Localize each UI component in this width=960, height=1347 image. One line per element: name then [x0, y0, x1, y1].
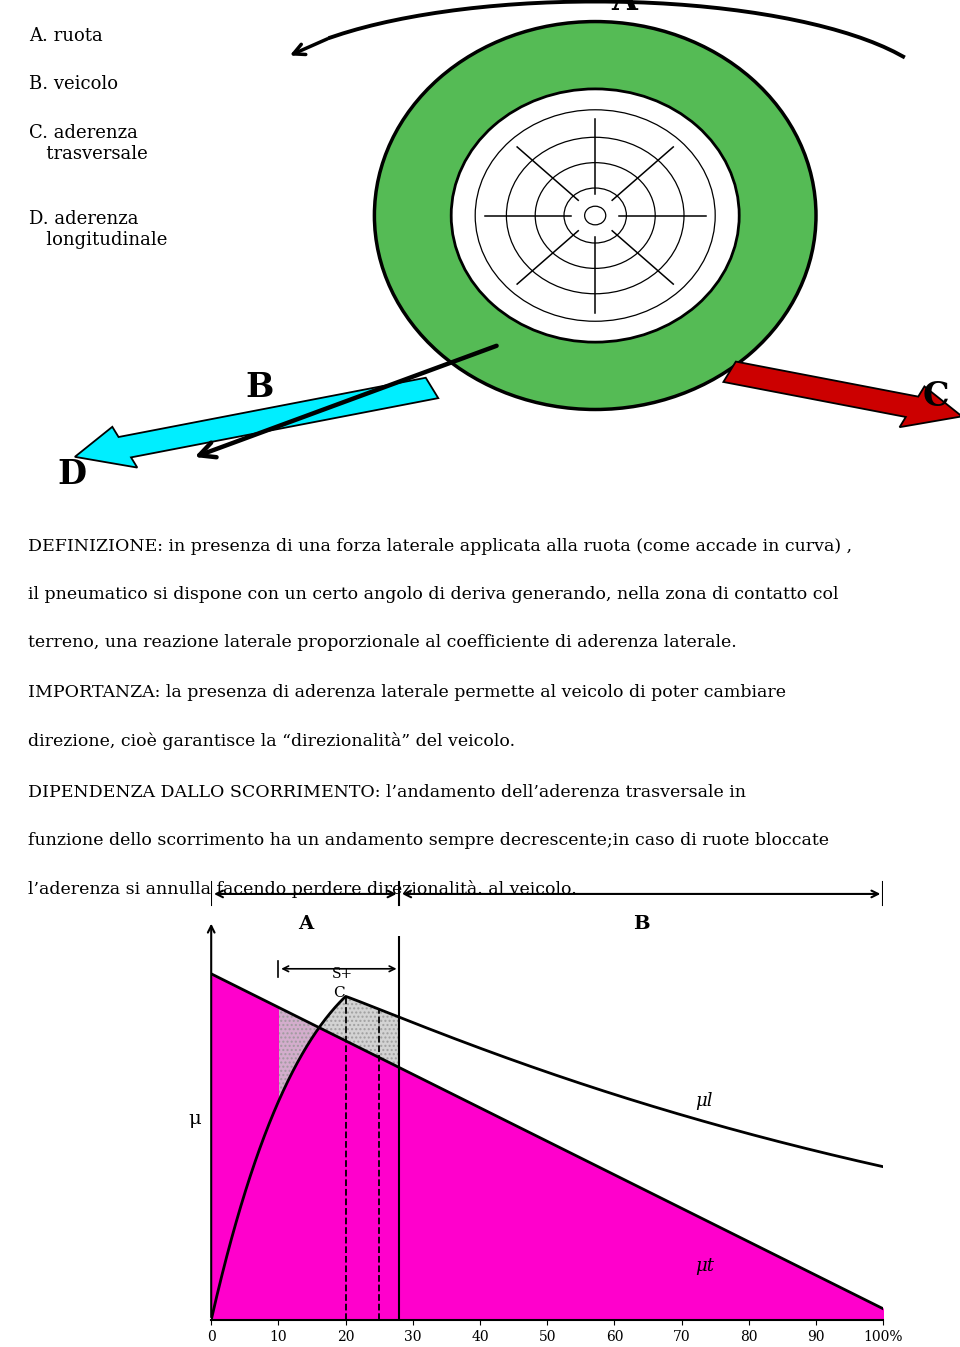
Text: D: D: [58, 458, 86, 490]
Text: terreno, una reazione laterale proporzionale al coefficiente di aderenza lateral: terreno, una reazione laterale proporzio…: [29, 634, 737, 651]
Text: A. ruota: A. ruota: [29, 27, 103, 44]
Ellipse shape: [374, 22, 816, 409]
Text: DEFINIZIONE: in presenza di una forza laterale applicata alla ruota (come accade: DEFINIZIONE: in presenza di una forza la…: [29, 537, 852, 555]
Text: C: C: [923, 380, 949, 412]
FancyArrow shape: [75, 377, 439, 467]
Text: IMPORTANZA: la presenza di aderenza laterale permette al veicolo di poter cambia: IMPORTANZA: la presenza di aderenza late…: [29, 684, 786, 700]
Ellipse shape: [451, 89, 739, 342]
Text: μl: μl: [695, 1091, 712, 1110]
Text: funzione dello scorrimento ha un andamento sempre decrescente;in caso di ruote b: funzione dello scorrimento ha un andamen…: [29, 832, 829, 849]
Text: B: B: [245, 372, 274, 404]
Text: direzione, cioè garantisce la “direzionalità” del veicolo.: direzione, cioè garantisce la “direziona…: [29, 731, 516, 750]
Text: S+: S+: [331, 967, 353, 981]
Text: μt: μt: [695, 1257, 714, 1276]
Text: il pneumatico si dispone con un certo angolo di deriva generando, nella zona di : il pneumatico si dispone con un certo an…: [29, 586, 839, 603]
Text: B. veicolo: B. veicolo: [29, 75, 118, 93]
Text: A: A: [612, 0, 636, 16]
Text: C. aderenza
   trasversale: C. aderenza trasversale: [29, 124, 148, 163]
Text: D. aderenza
   longitudinale: D. aderenza longitudinale: [29, 210, 167, 249]
FancyArrow shape: [724, 361, 960, 427]
Text: l’aderenza si annulla facendo perdere direzionalità. al veicolo.: l’aderenza si annulla facendo perdere di…: [29, 881, 577, 898]
Y-axis label: μ: μ: [188, 1110, 201, 1129]
Text: DIPENDENZA DALLO SCORRIMENTO: l’andamento dell’aderenza trasversale in: DIPENDENZA DALLO SCORRIMENTO: l’andament…: [29, 784, 747, 801]
